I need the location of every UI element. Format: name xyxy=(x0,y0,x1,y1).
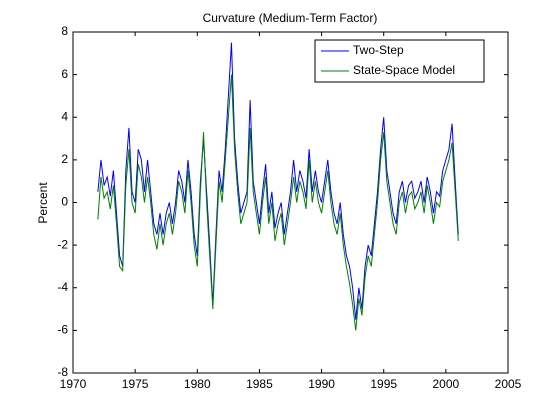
x-tick-label: 2000 xyxy=(433,377,460,391)
y-tick-label: -4 xyxy=(57,280,68,294)
x-tick-label: 1995 xyxy=(370,377,397,391)
chart-title: Curvature (Medium-Term Factor) xyxy=(203,11,378,25)
line-series xyxy=(97,74,459,331)
x-tick-label: 1985 xyxy=(246,377,273,391)
x-tick-label: 1975 xyxy=(122,377,149,391)
y-tick-label: 6 xyxy=(61,67,68,81)
x-tick-label: 2005 xyxy=(495,377,522,391)
y-tick-label: -8 xyxy=(57,365,68,379)
x-tick-label: 1980 xyxy=(184,377,211,391)
legend-label: Two-Step xyxy=(353,43,404,57)
x-tick-label: 1990 xyxy=(308,377,335,391)
y-tick-label: -2 xyxy=(57,237,68,251)
y-tick-label: 8 xyxy=(61,24,68,38)
line-series xyxy=(97,42,459,320)
y-tick-label: 4 xyxy=(61,109,68,123)
y-tick-label: 0 xyxy=(61,195,68,209)
legend-box xyxy=(314,39,485,83)
y-axis-label: Percent xyxy=(36,182,50,224)
x-tick-label: 1970 xyxy=(60,377,87,391)
y-tick-label: -6 xyxy=(57,323,68,337)
y-tick-label: 2 xyxy=(61,152,68,166)
legend-label: State-Space Model xyxy=(353,63,455,77)
